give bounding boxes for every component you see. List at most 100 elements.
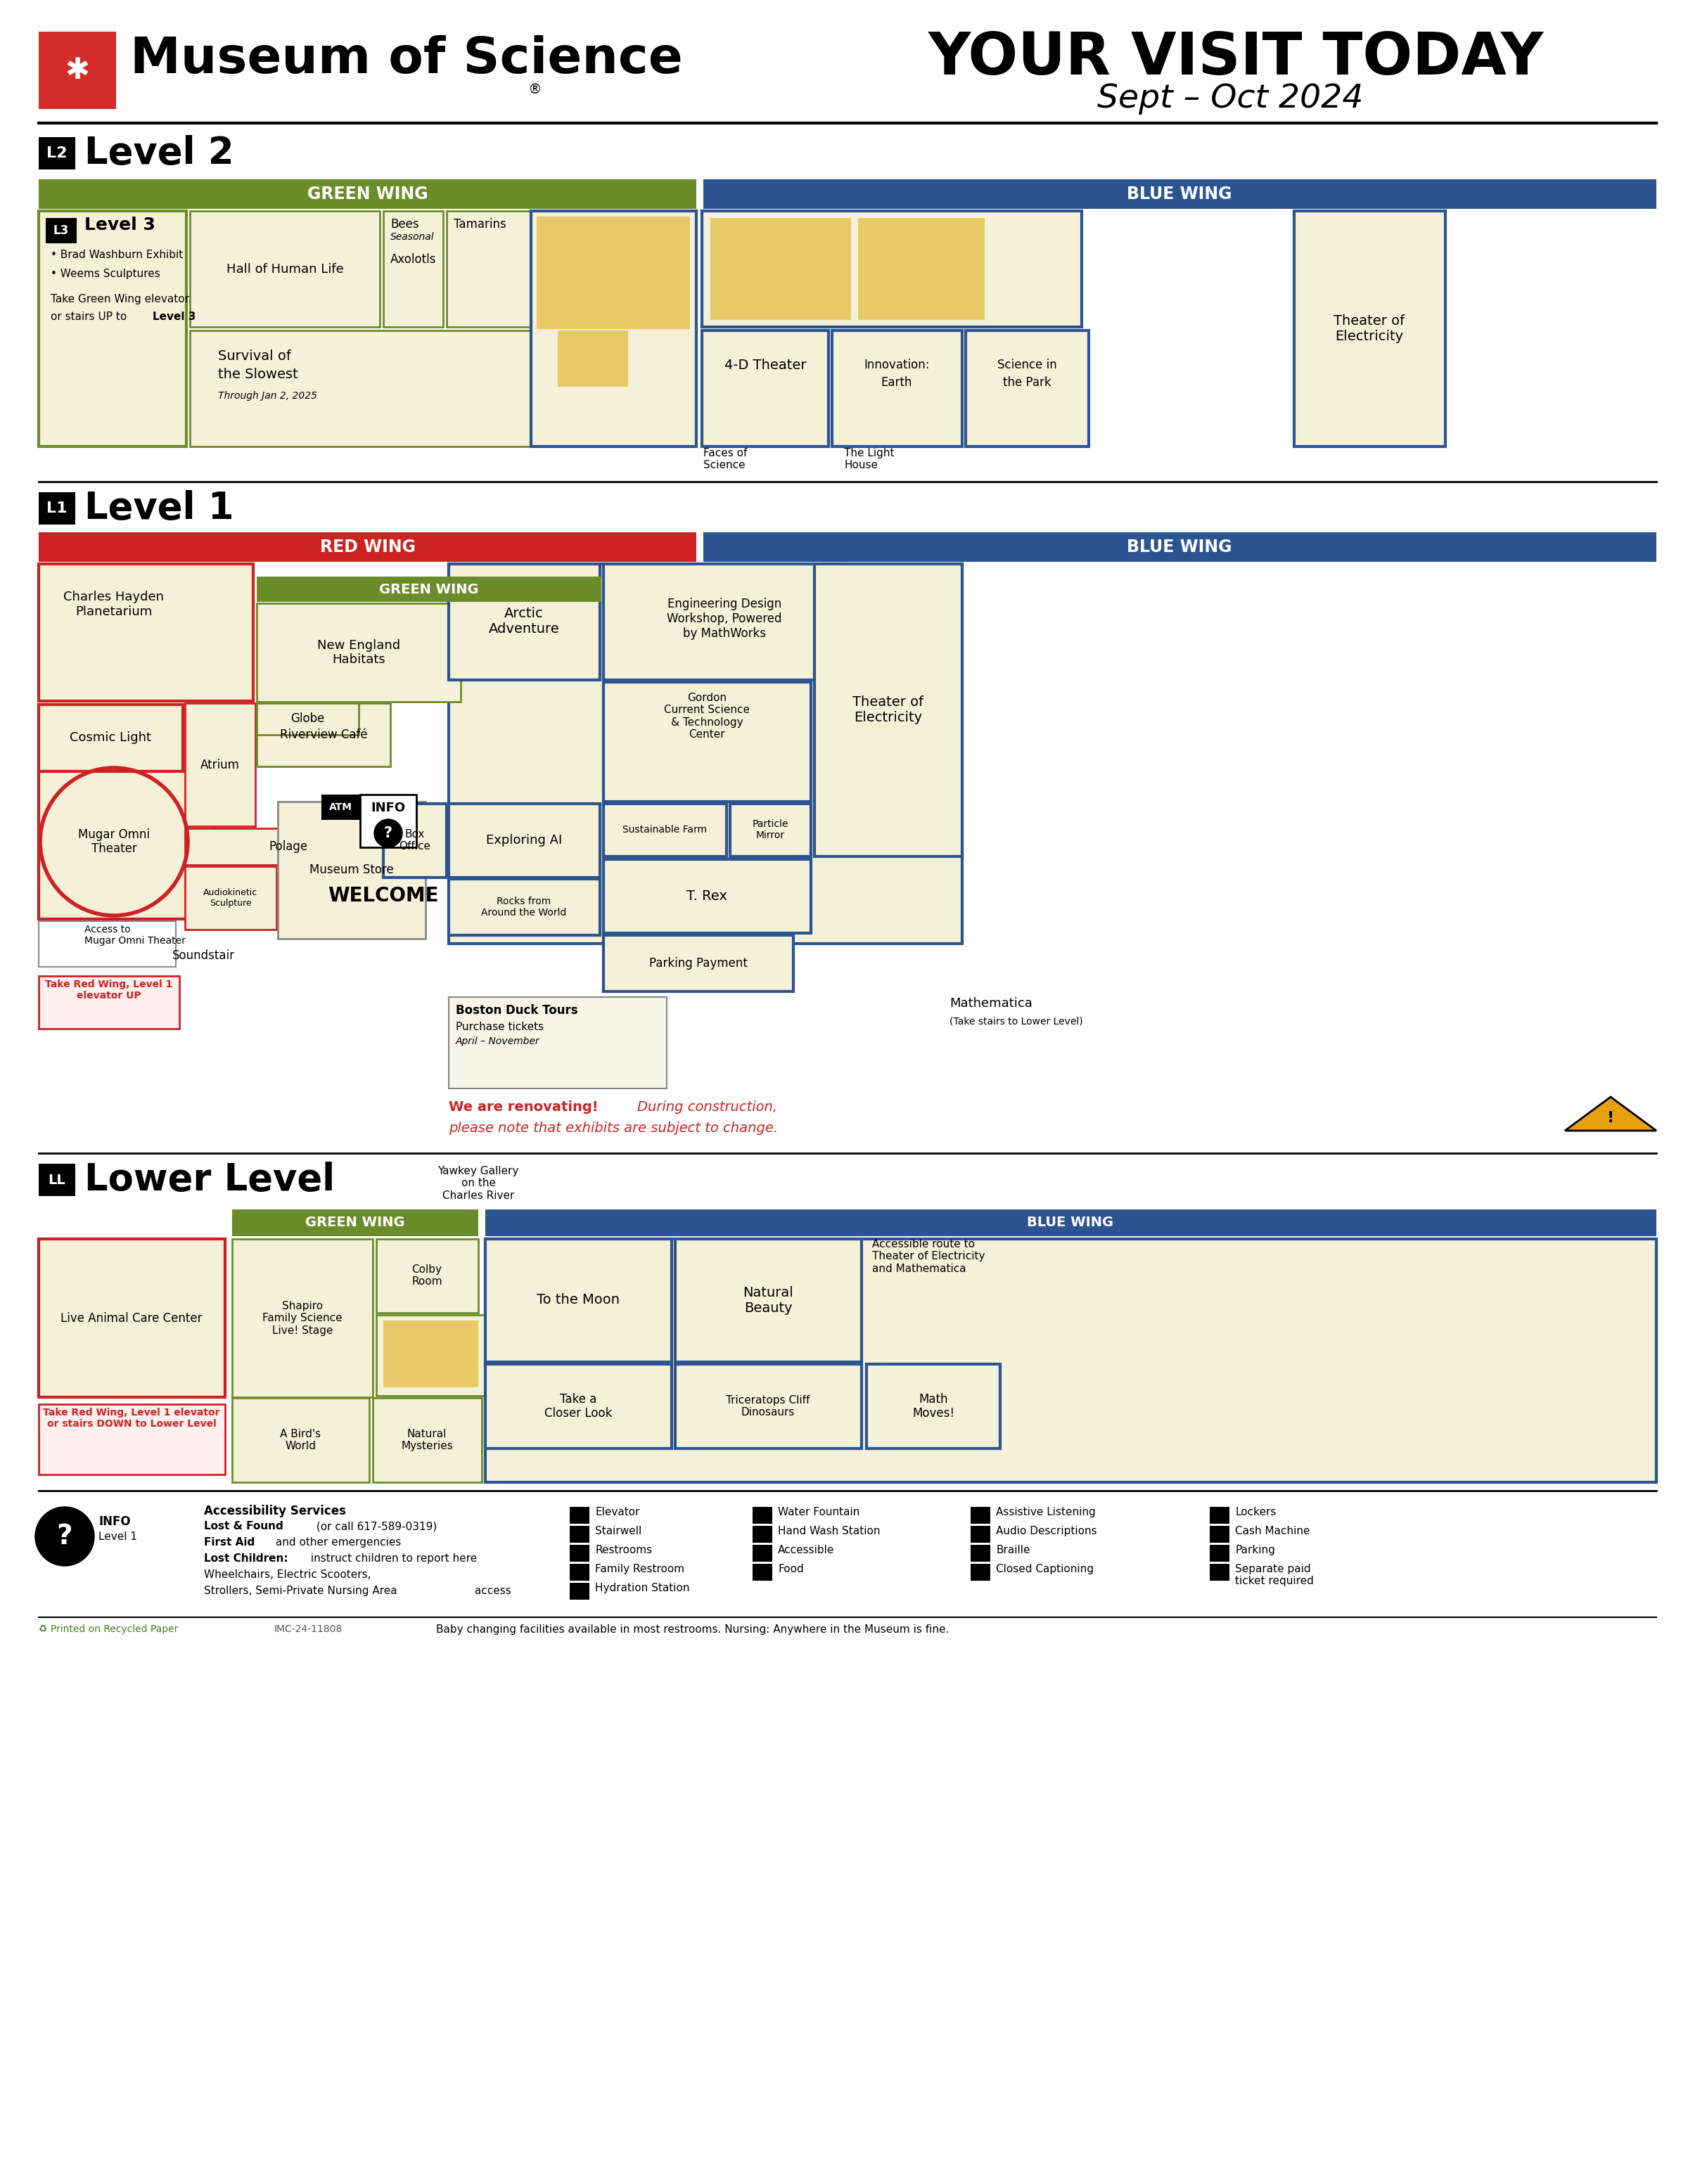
Text: First Aid: First Aid (204, 1538, 255, 1548)
Text: Lost Children:: Lost Children: (204, 1553, 289, 1564)
Text: We are renovating!: We are renovating! (449, 1101, 603, 1114)
FancyBboxPatch shape (373, 1398, 481, 1483)
Text: Level 3: Level 3 (84, 216, 155, 234)
Text: Lower Level: Lower Level (84, 1162, 334, 1199)
Text: and other emergencies: and other emergencies (272, 1538, 402, 1548)
FancyBboxPatch shape (537, 216, 690, 330)
Text: Theater of
Electricity: Theater of Electricity (852, 697, 923, 725)
Text: LL: LL (49, 1173, 66, 1186)
FancyBboxPatch shape (966, 330, 1089, 446)
Text: Hall of Human Life: Hall of Human Life (226, 262, 343, 275)
Text: Closed Captioning: Closed Captioning (996, 1564, 1094, 1575)
FancyBboxPatch shape (189, 212, 380, 328)
Text: Exploring AI: Exploring AI (486, 834, 562, 847)
Text: Take Green Wing elevator: Take Green Wing elevator (51, 295, 189, 304)
Text: Level 1: Level 1 (98, 1531, 137, 1542)
Text: Shapiro
Family Science
Live! Stage: Shapiro Family Science Live! Stage (262, 1302, 343, 1337)
Text: Strollers, Semi-Private Nursing Area: Strollers, Semi-Private Nursing Area (204, 1586, 397, 1597)
FancyBboxPatch shape (557, 330, 628, 387)
FancyBboxPatch shape (532, 212, 697, 446)
FancyBboxPatch shape (604, 804, 726, 856)
Text: instruct children to report here: instruct children to report here (307, 1553, 478, 1564)
FancyBboxPatch shape (449, 563, 599, 679)
Text: Baby changing facilities available in most restrooms. Nursing: Anywhere in the M: Baby changing facilities available in mo… (436, 1625, 949, 1636)
Text: Accessibility Services: Accessibility Services (204, 1505, 346, 1518)
FancyBboxPatch shape (376, 1315, 486, 1396)
FancyBboxPatch shape (704, 179, 1656, 210)
FancyBboxPatch shape (486, 1210, 1656, 1236)
Text: 4-D Theater: 4-D Theater (724, 358, 807, 371)
Text: Natural
Beauty: Natural Beauty (743, 1286, 793, 1315)
FancyBboxPatch shape (39, 563, 253, 701)
FancyBboxPatch shape (1210, 1564, 1229, 1581)
Text: Box
Office: Box Office (398, 830, 430, 852)
Text: Natural
Mysteries: Natural Mysteries (402, 1428, 452, 1452)
Text: Engineering Design
Workshop, Powered
by MathWorks: Engineering Design Workshop, Powered by … (667, 598, 782, 640)
FancyBboxPatch shape (233, 1238, 373, 1398)
Text: Mathematica: Mathematica (949, 998, 1033, 1009)
Text: Lockers: Lockers (1236, 1507, 1276, 1518)
Text: YOUR VISIT TODAY: YOUR VISIT TODAY (928, 31, 1545, 87)
Text: Purchase tickets: Purchase tickets (456, 1022, 544, 1033)
Text: Rocks from
Around the World: Rocks from Around the World (481, 895, 567, 917)
Text: Family Restroom: Family Restroom (596, 1564, 684, 1575)
FancyBboxPatch shape (39, 533, 697, 561)
Text: INFO: INFO (98, 1516, 130, 1529)
Text: L1: L1 (47, 502, 68, 515)
Text: Take Red Wing, Level 1 elevator
or stairs DOWN to Lower Level: Take Red Wing, Level 1 elevator or stair… (44, 1409, 219, 1428)
Text: L2: L2 (47, 146, 68, 159)
Text: Museum of Science: Museum of Science (130, 35, 682, 83)
FancyBboxPatch shape (486, 1365, 672, 1448)
FancyBboxPatch shape (604, 681, 810, 802)
Text: Accessible: Accessible (778, 1544, 834, 1555)
FancyBboxPatch shape (321, 795, 360, 819)
Text: Colby
Room: Colby Room (412, 1265, 442, 1286)
FancyBboxPatch shape (186, 867, 277, 930)
Text: Faces of
Science: Faces of Science (704, 448, 748, 472)
Text: Level 3: Level 3 (152, 312, 196, 321)
Text: please note that exhibits are subject to change.: please note that exhibits are subject to… (449, 1123, 778, 1136)
FancyBboxPatch shape (39, 922, 176, 968)
FancyBboxPatch shape (1295, 212, 1445, 446)
Text: Gordon
Current Science
& Technology
Center: Gordon Current Science & Technology Cent… (663, 692, 749, 740)
FancyBboxPatch shape (449, 804, 599, 878)
FancyBboxPatch shape (39, 1164, 76, 1197)
FancyBboxPatch shape (279, 802, 425, 939)
Text: Cosmic Light: Cosmic Light (69, 732, 152, 745)
FancyBboxPatch shape (971, 1507, 991, 1524)
Text: GREEN WING: GREEN WING (307, 186, 429, 203)
Text: ✱: ✱ (66, 55, 89, 85)
Text: The Light
House: The Light House (844, 448, 895, 472)
Text: INFO: INFO (371, 802, 405, 815)
Text: Water Fountain: Water Fountain (778, 1507, 859, 1518)
FancyBboxPatch shape (39, 212, 186, 446)
FancyBboxPatch shape (702, 212, 1082, 328)
FancyBboxPatch shape (449, 878, 599, 935)
FancyBboxPatch shape (675, 1238, 861, 1363)
FancyBboxPatch shape (383, 1321, 478, 1387)
Text: Earth: Earth (881, 376, 912, 389)
Text: Hydration Station: Hydration Station (596, 1583, 690, 1594)
Text: Boston Duck Tours: Boston Duck Tours (456, 1005, 577, 1018)
Text: Axolotls: Axolotls (390, 253, 437, 266)
Text: Charles Hayden
Planetarium: Charles Hayden Planetarium (64, 590, 164, 618)
FancyBboxPatch shape (1210, 1507, 1229, 1524)
FancyBboxPatch shape (604, 935, 793, 992)
FancyBboxPatch shape (753, 1527, 773, 1542)
Text: RED WING: RED WING (321, 539, 415, 555)
Text: Take Red Wing, Level 1
elevator UP: Take Red Wing, Level 1 elevator UP (46, 978, 172, 1000)
Text: Mugar Omni
Theater: Mugar Omni Theater (78, 828, 150, 856)
FancyBboxPatch shape (675, 1365, 861, 1448)
Text: T. Rex: T. Rex (687, 889, 728, 902)
FancyBboxPatch shape (189, 330, 535, 446)
FancyBboxPatch shape (571, 1527, 589, 1542)
Text: Stairwell: Stairwell (596, 1527, 641, 1535)
FancyBboxPatch shape (449, 998, 667, 1088)
Text: (Take stairs to Lower Level): (Take stairs to Lower Level) (949, 1016, 1084, 1026)
Text: Bees: Bees (390, 218, 419, 232)
FancyBboxPatch shape (39, 705, 182, 771)
Text: To the Moon: To the Moon (537, 1293, 619, 1306)
Text: Globe: Globe (290, 712, 324, 725)
Text: Level 1: Level 1 (84, 489, 235, 526)
FancyBboxPatch shape (39, 31, 116, 109)
